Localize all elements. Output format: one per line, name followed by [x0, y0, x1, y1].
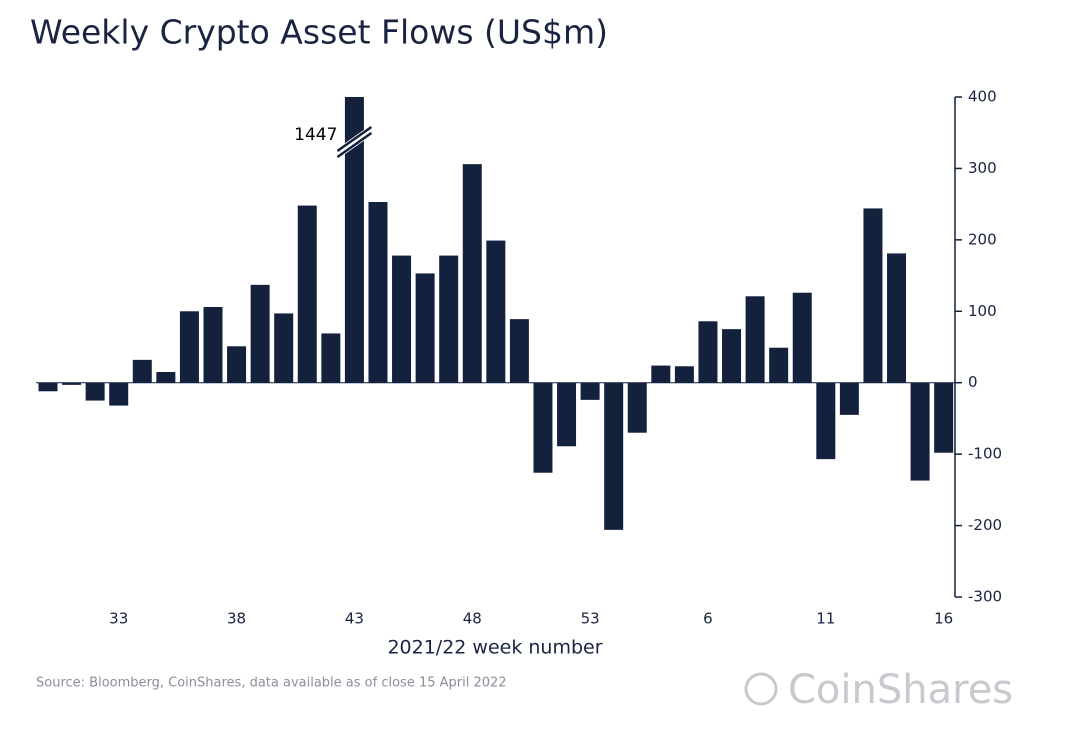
x-tick-label: 43: [345, 610, 364, 628]
y-tick-label: 400: [968, 88, 997, 106]
brand: CoinShares: [788, 667, 1013, 713]
bar: [179, 311, 199, 383]
bar: [486, 240, 506, 383]
y-tick-label: -200: [968, 516, 1002, 534]
y-tick-label: 200: [968, 230, 997, 248]
bar: [792, 292, 812, 383]
bar: [368, 202, 388, 383]
axis-break: [336, 125, 373, 153]
x-tick-label: 38: [227, 610, 246, 628]
bar: [227, 346, 247, 383]
y-tick-label: -300: [968, 588, 1002, 606]
bar: [203, 307, 223, 383]
x-tick-label: 48: [463, 610, 482, 628]
x-tick-label: 11: [816, 610, 835, 628]
bar: [887, 253, 907, 383]
axis-break: [334, 126, 375, 158]
bar: [674, 366, 694, 383]
bar: [698, 321, 718, 383]
bar: [509, 319, 529, 383]
bar: [934, 382, 954, 453]
bar: [816, 382, 836, 460]
bar: [344, 97, 364, 383]
bar: [722, 329, 742, 383]
bar: [910, 382, 930, 481]
bar: [415, 273, 435, 383]
source: Source: Bloomberg, CoinShares, data avai…: [36, 676, 507, 691]
bar: [85, 382, 105, 401]
bar: [439, 255, 459, 383]
bar: [769, 347, 789, 383]
bar: [839, 382, 859, 415]
bar: [274, 313, 294, 383]
bar: [462, 164, 482, 383]
bar: [557, 382, 577, 447]
bar: [109, 382, 129, 406]
bar: [38, 382, 58, 392]
bar: [604, 382, 624, 530]
bar: [627, 382, 647, 433]
bar: [297, 205, 317, 383]
y-tick-label: 100: [968, 302, 997, 320]
x-tick-label: 33: [109, 610, 128, 628]
bar: [132, 359, 152, 383]
bar: [62, 382, 82, 385]
x-tick-label: 53: [581, 610, 600, 628]
x-axis-label: 2021/22 week number: [387, 637, 602, 659]
bar: [250, 284, 270, 383]
chart-title: Weekly Crypto Asset Flows (US$m): [30, 13, 608, 52]
logo-icon: [744, 672, 778, 706]
y-tick-label: -100: [968, 445, 1002, 463]
bar: [533, 382, 553, 473]
bar: [392, 255, 412, 383]
x-tick-label: 6: [703, 610, 713, 628]
bar: [651, 365, 671, 383]
bar: [156, 372, 176, 383]
y-tick-label: 300: [968, 159, 997, 177]
x-tick-label: 16: [934, 610, 953, 628]
bar: [580, 382, 600, 400]
axis-break: [336, 131, 373, 159]
bar: [863, 208, 883, 383]
value-label: 1447: [294, 125, 337, 145]
bar: [321, 333, 341, 383]
y-tick-label: 0: [968, 373, 978, 391]
bar: [745, 296, 765, 383]
